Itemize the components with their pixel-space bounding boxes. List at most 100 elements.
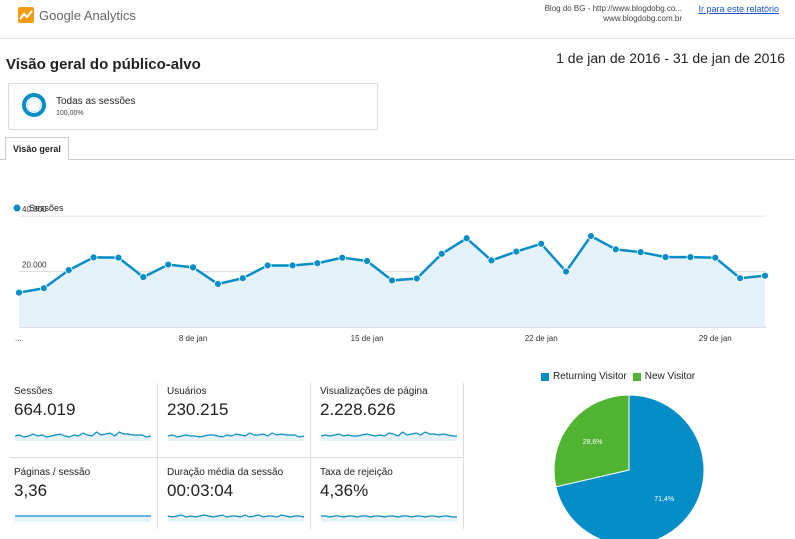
metric-avg-session-duration[interactable]: Duração média da sessão 00:03:04 [167, 467, 311, 537]
site-info: Blog do BG - http://www.blogdobg.co... w… [545, 4, 682, 24]
data-point[interactable] [114, 253, 123, 262]
sparkline-line [167, 432, 305, 438]
metric-pages-per-session[interactable]: Páginas / sessão 3,36 [14, 467, 158, 537]
sparkline [167, 514, 305, 522]
data-point[interactable] [412, 274, 421, 283]
data-point[interactable] [487, 256, 496, 265]
data-point[interactable] [238, 274, 247, 283]
metric-value: 230.215 [167, 400, 229, 419]
y-tick-label: 20.000 [22, 261, 47, 270]
segment-percent: 100,00% [56, 110, 84, 117]
data-point[interactable] [537, 239, 546, 248]
date-range-picker[interactable]: 1 de jan de 2016 - 31 de jan de 2016 [556, 50, 785, 66]
data-point[interactable] [587, 232, 595, 240]
data-point[interactable] [388, 276, 396, 285]
legend-new-visitor: New Visitor [644, 371, 696, 382]
data-point[interactable] [686, 253, 695, 262]
data-point[interactable] [263, 261, 272, 270]
x-tick-label: 8 de jan [179, 334, 207, 343]
legend-swatch-new [632, 372, 641, 381]
sparkline-line [321, 515, 457, 518]
metric-label: Páginas / sessão [14, 467, 91, 478]
data-point[interactable] [139, 273, 148, 281]
data-point[interactable] [711, 253, 720, 262]
pie-slice-returning-visitor[interactable] [555, 394, 705, 539]
legend-sessions-label: Sessões [29, 203, 64, 213]
pie-slice-new-visitor[interactable] [553, 394, 630, 488]
data-point[interactable] [761, 271, 769, 280]
sparkline [167, 432, 305, 441]
segment-name: Todas as sessões [56, 96, 136, 107]
pie-slice-label: 71,4% [654, 496, 674, 503]
metric-sessions[interactable]: Sessões 664.019 [14, 386, 158, 456]
metric-divider [157, 383, 158, 529]
x-tick-label: ... [15, 334, 22, 343]
metric-label: Taxa de rejeição [320, 467, 393, 478]
site-line-1: Blog do BG - http://www.blogdobg.co... [544, 4, 682, 13]
metric-bounce-rate[interactable]: Taxa de rejeição 4,36% [320, 467, 464, 537]
data-point[interactable] [89, 253, 98, 262]
data-point[interactable] [611, 245, 620, 254]
data-point[interactable] [164, 260, 173, 269]
data-point[interactable] [15, 288, 23, 297]
google-analytics-logo[interactable]: Google Analytics [18, 6, 136, 24]
data-point[interactable] [338, 253, 347, 262]
data-point[interactable] [64, 266, 73, 275]
tab-divider [0, 159, 795, 160]
metric-value: 00:03:04 [167, 481, 234, 500]
data-point[interactable] [39, 284, 48, 293]
metric-value: 4,36% [320, 481, 369, 500]
sparkline-area [168, 515, 304, 522]
data-point[interactable] [437, 249, 446, 258]
legend-swatch-returning [541, 372, 549, 381]
metric-divider [310, 383, 311, 529]
x-tick-label: 22 de jan [525, 334, 558, 343]
segment-donut-icon [22, 93, 46, 117]
data-point[interactable] [189, 263, 197, 272]
metric-label: Duração média da sessão [167, 467, 284, 478]
pie-slice-label: 28,6% [583, 439, 603, 446]
metric-label: Usuários [167, 386, 207, 397]
metric-value: 2.228.626 [320, 400, 396, 419]
data-point[interactable] [562, 267, 570, 276]
sparkline-line [167, 514, 305, 518]
data-point[interactable] [363, 257, 372, 265]
metric-users[interactable]: Usuários 230.215 [167, 386, 311, 456]
pie-legend: Returning Visitor New Visitor [541, 371, 695, 382]
sparkline [14, 431, 152, 441]
data-point[interactable] [512, 247, 521, 256]
sessions-line-chart: Sessões 20.000 40.000 ... 8 de jan 15 de ja… [13, 203, 769, 343]
x-tick-label: 15 de jan [351, 334, 384, 343]
data-point[interactable] [214, 280, 222, 288]
metric-label: Visualizações de página [320, 386, 428, 397]
metric-divider [463, 383, 464, 529]
tab-overview[interactable]: Visão geral [5, 137, 69, 161]
sparkline-line [320, 431, 457, 437]
site-line-2: www.blogdobg.com.br [603, 14, 682, 23]
header-divider [0, 38, 795, 39]
data-point[interactable] [636, 248, 645, 257]
x-tick-label: 29 de jan [699, 334, 732, 343]
data-point[interactable] [288, 261, 297, 270]
data-point[interactable] [462, 234, 471, 243]
legend-returning-visitor: Returning Visitor [553, 371, 627, 382]
segment-selector[interactable]: Todas as sessões 100,00% [8, 83, 378, 130]
data-point[interactable] [313, 259, 322, 268]
data-point[interactable] [661, 253, 670, 262]
sparkline-line [14, 431, 152, 438]
sparkline-area [15, 516, 151, 522]
metric-label: Sessões [14, 386, 53, 397]
sparkline [320, 431, 457, 441]
sparkline [321, 515, 457, 522]
visitor-type-pie-chart: 71,4% 28,6% [553, 394, 705, 539]
sparkline [15, 515, 151, 522]
sparkline-area [321, 516, 457, 522]
metric-pageviews[interactable]: Visualizações de página 2.228.626 [320, 386, 464, 456]
metric-row-divider [10, 457, 463, 458]
go-to-report-link[interactable]: Ir para este relatório [698, 4, 779, 14]
analytics-logo-icon [18, 7, 34, 23]
page-title: Visão geral do público-alvo [6, 56, 201, 73]
data-point[interactable] [736, 274, 745, 283]
y-tick-label: 40.000 [22, 205, 47, 214]
metric-value: 3,36 [14, 481, 48, 500]
